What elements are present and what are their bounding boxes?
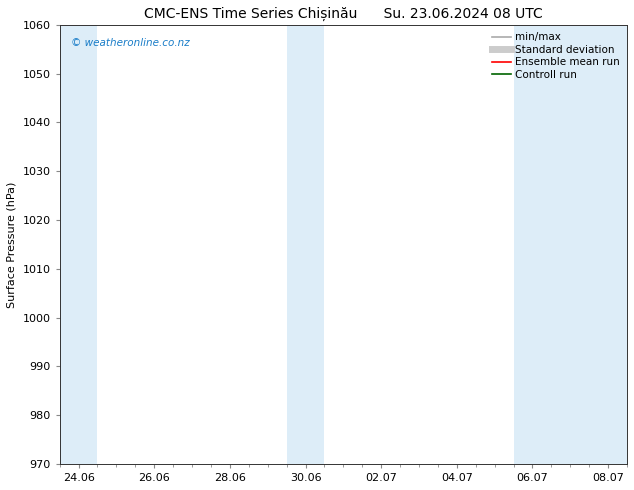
- Y-axis label: Surface Pressure (hPa): Surface Pressure (hPa): [7, 181, 17, 308]
- Bar: [514, 25, 627, 464]
- Bar: [60, 25, 98, 464]
- Bar: [287, 25, 325, 464]
- Legend: min/max, Standard deviation, Ensemble mean run, Controll run: min/max, Standard deviation, Ensemble me…: [490, 30, 622, 82]
- Text: © weatheronline.co.nz: © weatheronline.co.nz: [71, 38, 190, 48]
- Title: CMC-ENS Time Series Chișinău      Su. 23.06.2024 08 UTC: CMC-ENS Time Series Chișinău Su. 23.06.2…: [144, 7, 543, 21]
